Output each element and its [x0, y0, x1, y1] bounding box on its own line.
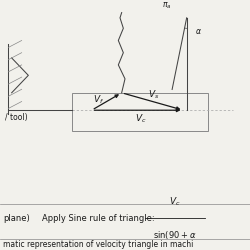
Text: $V_s$: $V_s$ — [148, 88, 160, 101]
Text: plane): plane) — [3, 214, 30, 223]
Text: $\alpha$: $\alpha$ — [195, 27, 202, 36]
Text: $V_c$: $V_c$ — [135, 113, 146, 125]
Text: $V_c$: $V_c$ — [169, 195, 181, 208]
Text: $V_f$: $V_f$ — [93, 94, 104, 106]
Text: / tool): / tool) — [5, 113, 28, 122]
Text: $\pi_a$: $\pi_a$ — [162, 0, 172, 11]
Text: $\sin(90 + \alpha$: $\sin(90 + \alpha$ — [153, 229, 197, 241]
Text: matic representation of velocity triangle in machi: matic representation of velocity triangl… — [3, 240, 194, 249]
Text: Apply Sine rule of triangle:: Apply Sine rule of triangle: — [42, 214, 154, 223]
Bar — [72, 93, 208, 131]
